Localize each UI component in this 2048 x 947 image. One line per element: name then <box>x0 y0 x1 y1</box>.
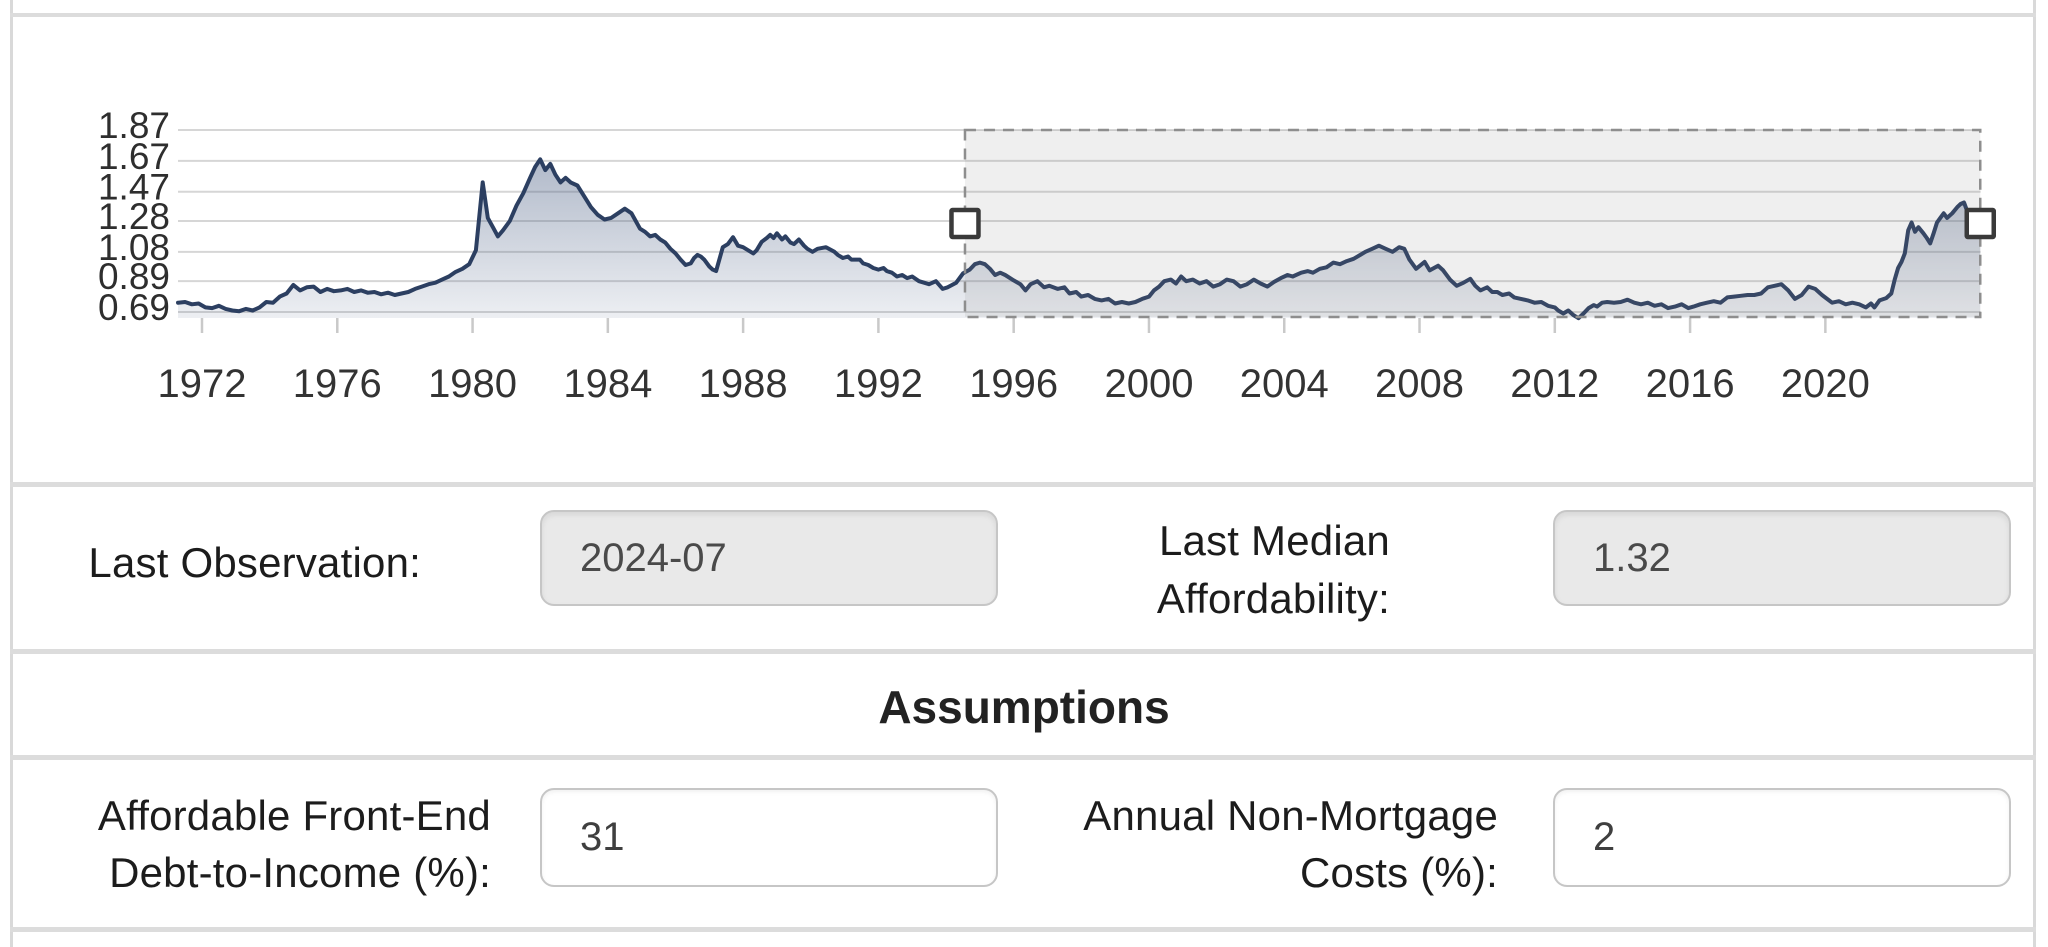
row-divider <box>10 482 2036 487</box>
non-mortgage-costs-label-line1: Annual Non-Mortgage <box>1083 792 1498 839</box>
non-mortgage-costs-label: Annual Non-Mortgage Costs (%): <box>1000 787 1498 901</box>
x-axis-label: 1988 <box>699 362 788 406</box>
y-axis-label: 1.47 <box>98 167 170 208</box>
y-axis-label: 1.08 <box>98 227 170 268</box>
x-axis-label: 2000 <box>1104 362 1193 406</box>
x-axis-label: 2012 <box>1510 362 1599 406</box>
row-divider <box>10 649 2036 654</box>
chart-area-fill <box>178 159 1981 319</box>
row-divider <box>10 13 2036 17</box>
last-median-affordability-input <box>1553 510 2011 606</box>
affordability-chart-svg[interactable]: 1972 1976 1980 1984 1988 1992 1996 2000 2004 2008… <box>0 0 2048 482</box>
x-axis-label: 2016 <box>1646 362 1735 406</box>
selection-handle-left[interactable] <box>949 207 981 240</box>
selection-handle-right[interactable] <box>1964 207 1997 240</box>
last-observation-label-text: Last Observation: <box>88 539 421 586</box>
last-observation-label: Last Observation: <box>0 540 421 586</box>
non-mortgage-costs-label-line2: Costs (%): <box>1299 849 1498 896</box>
x-axis-label: 1996 <box>969 362 1058 406</box>
y-axis-label: 0.89 <box>98 256 170 297</box>
front-end-dti-label-line2: Debt-to-Income (%): <box>109 849 491 896</box>
row-divider <box>10 927 2036 932</box>
front-end-dti-input[interactable] <box>540 788 998 887</box>
x-axis-label: 1984 <box>563 362 652 406</box>
y-axis-label: 1.28 <box>98 196 170 237</box>
row-divider <box>10 755 2036 760</box>
last-median-affordability-label-line2: Affordability: <box>1156 575 1390 622</box>
x-axis-label: 2008 <box>1375 362 1464 406</box>
x-axis-label: 1992 <box>834 362 923 406</box>
y-axis-label: 0.69 <box>98 287 170 328</box>
front-end-dti-label-line1: Affordable Front-End <box>97 792 491 839</box>
page-border-right <box>2033 0 2036 947</box>
last-median-affordability-label: Last Median Affordability: <box>900 512 1390 628</box>
x-axis-label: 1980 <box>428 362 517 406</box>
y-axis-label: 1.67 <box>98 136 170 177</box>
last-median-affordability-label-line1: Last Median <box>1158 517 1390 564</box>
page-border-left <box>10 0 13 947</box>
front-end-dti-label: Affordable Front-End Debt-to-Income (%): <box>0 787 491 901</box>
affordability-chart[interactable]: 1972 1976 1980 1984 1988 1992 1996 2000 2004 2008… <box>0 0 2048 482</box>
x-axis-label: 2004 <box>1240 362 1329 406</box>
last-observation-input <box>540 510 998 606</box>
x-axis-label: 2020 <box>1781 362 1870 406</box>
x-axis-label: 1976 <box>293 362 382 406</box>
chart-series-line <box>176 157 1983 321</box>
selection-region[interactable] <box>964 130 1981 317</box>
non-mortgage-costs-input[interactable] <box>1553 788 2011 887</box>
x-axis-label: 1972 <box>158 362 247 406</box>
assumptions-section-title: Assumptions <box>878 681 1170 733</box>
y-axis-label: 1.87 <box>98 105 170 146</box>
